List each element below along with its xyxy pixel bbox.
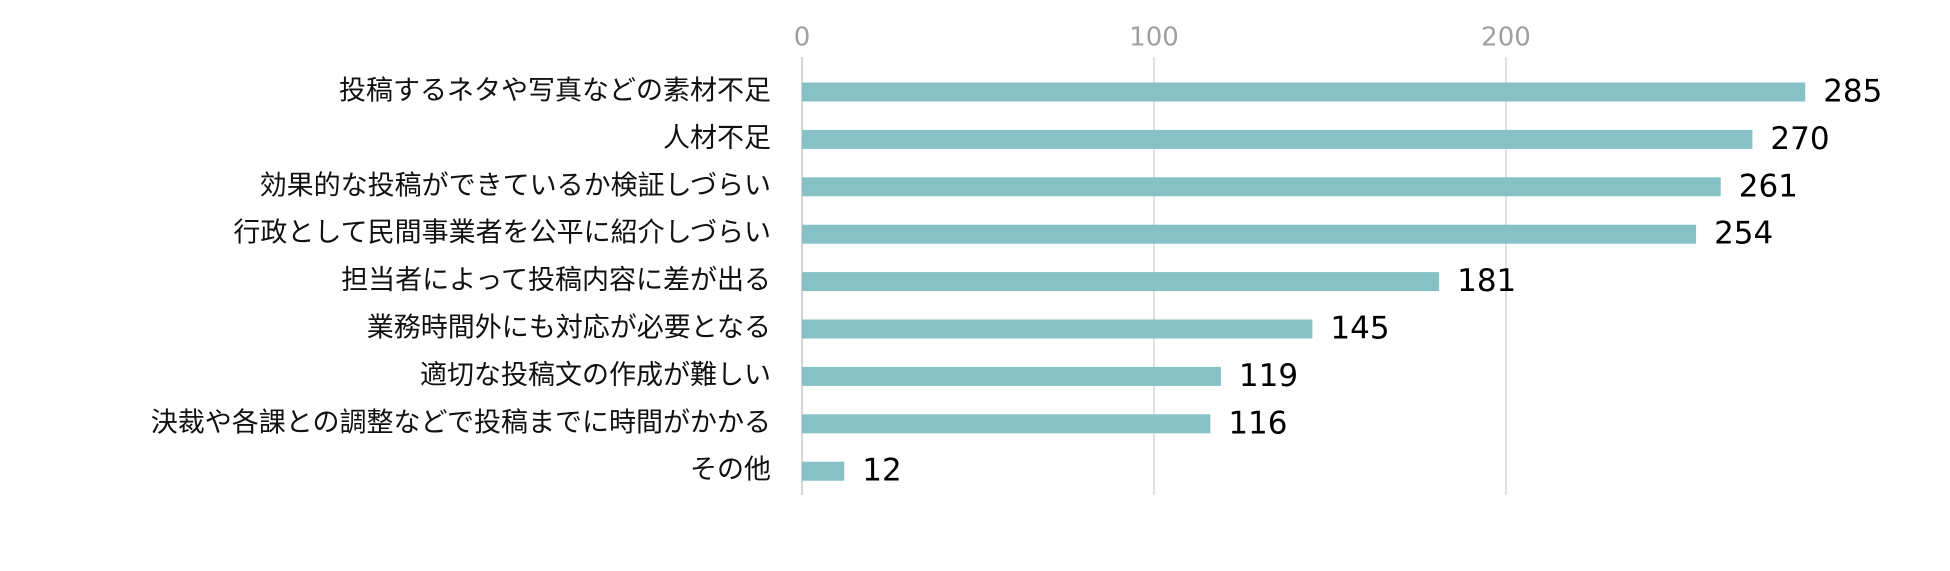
bar-8 xyxy=(802,461,845,481)
category-label-1: 人材不足 xyxy=(663,123,771,154)
value-label-3: 254 xyxy=(1714,216,1773,252)
bar-7 xyxy=(802,414,1211,434)
value-label-5: 145 xyxy=(1330,311,1389,347)
value-label-4: 181 xyxy=(1457,263,1516,299)
bar-3 xyxy=(802,224,1697,244)
value-label-6: 119 xyxy=(1239,358,1298,394)
category-label-7: 決裁や各課との調整などで投稿までに時間がかかる xyxy=(151,407,771,438)
category-label-3: 行政として民間事業者を公平に紹介しづらい xyxy=(233,218,771,249)
x-tick-label-200: 200 xyxy=(1481,23,1531,53)
bar-5 xyxy=(802,319,1313,339)
value-label-8: 12 xyxy=(862,453,901,489)
category-labels: 投稿するネタや写真などの素材不足人材不足効果的な投稿ができているか検証しづらい行… xyxy=(151,76,771,486)
category-label-2: 効果的な投稿ができているか検証しづらい xyxy=(260,170,771,201)
category-label-4: 担当者によって投稿内容に差が出る xyxy=(341,265,771,296)
bars xyxy=(802,82,1806,481)
value-label-2: 261 xyxy=(1739,168,1798,204)
value-label-1: 270 xyxy=(1770,121,1829,157)
bar-6 xyxy=(802,366,1221,386)
bar-2 xyxy=(802,177,1721,197)
category-label-5: 業務時間外にも対応が必要となる xyxy=(367,313,771,344)
category-label-8: その他 xyxy=(690,455,771,486)
x-tick-label-0: 0 xyxy=(794,23,811,53)
bar-0 xyxy=(802,82,1806,102)
category-label-0: 投稿するネタや写真などの素材不足 xyxy=(339,76,771,107)
value-labels: 285 270 261 254 181 145 119 116 12 xyxy=(862,74,1882,489)
value-label-0: 285 xyxy=(1823,74,1882,110)
x-axis-ticks: 0 100 200 xyxy=(794,23,1531,53)
x-tick-label-100: 100 xyxy=(1129,23,1179,53)
category-label-6: 適切な投稿文の作成が難しい xyxy=(420,360,771,391)
bar-4 xyxy=(802,272,1440,292)
value-label-7: 116 xyxy=(1228,405,1287,441)
bar-1 xyxy=(802,129,1753,149)
